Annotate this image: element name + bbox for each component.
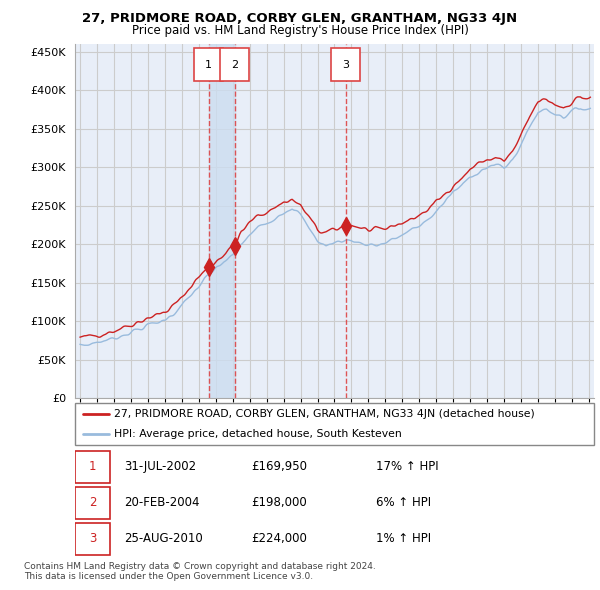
Text: 20-FEB-2004: 20-FEB-2004 [124,496,200,510]
Text: 3: 3 [89,533,97,546]
Text: 17% ↑ HPI: 17% ↑ HPI [376,460,439,473]
FancyBboxPatch shape [220,48,250,81]
Text: 3: 3 [342,60,349,70]
FancyBboxPatch shape [331,48,360,81]
FancyBboxPatch shape [75,523,110,555]
Text: 2: 2 [89,496,97,510]
Text: 2: 2 [232,60,239,70]
Text: This data is licensed under the Open Government Licence v3.0.: This data is licensed under the Open Gov… [24,572,313,581]
Text: £198,000: £198,000 [251,496,307,510]
FancyBboxPatch shape [75,487,110,519]
Bar [209,44,235,398]
Text: 27, PRIDMORE ROAD, CORBY GLEN, GRANTHAM, NG33 4JN: 27, PRIDMORE ROAD, CORBY GLEN, GRANTHAM,… [82,12,518,25]
Text: 1: 1 [205,60,212,70]
Text: HPI: Average price, detached house, South Kesteven: HPI: Average price, detached house, Sout… [114,429,401,439]
FancyBboxPatch shape [75,403,594,445]
FancyBboxPatch shape [194,48,223,81]
Text: 6% ↑ HPI: 6% ↑ HPI [376,496,431,510]
Text: £224,000: £224,000 [251,533,307,546]
Text: 1: 1 [89,460,97,473]
Text: 27, PRIDMORE ROAD, CORBY GLEN, GRANTHAM, NG33 4JN (detached house): 27, PRIDMORE ROAD, CORBY GLEN, GRANTHAM,… [114,409,535,419]
Text: Price paid vs. HM Land Registry's House Price Index (HPI): Price paid vs. HM Land Registry's House … [131,24,469,37]
Text: 25-AUG-2010: 25-AUG-2010 [124,533,203,546]
Text: 1% ↑ HPI: 1% ↑ HPI [376,533,431,546]
FancyBboxPatch shape [75,451,110,483]
Text: Contains HM Land Registry data © Crown copyright and database right 2024.: Contains HM Land Registry data © Crown c… [24,562,376,571]
Text: £169,950: £169,950 [251,460,307,473]
Text: 31-JUL-2002: 31-JUL-2002 [124,460,196,473]
